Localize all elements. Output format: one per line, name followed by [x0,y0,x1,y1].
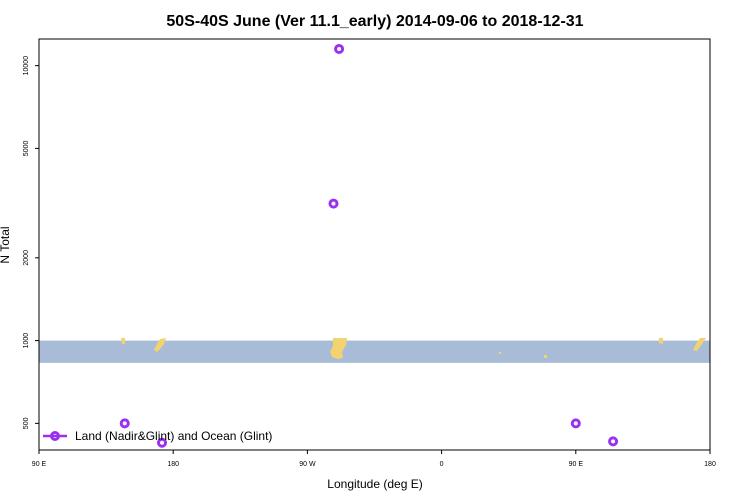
data-point [608,436,619,447]
chart-title: 50S-40S June (Ver 11.1_early) 2014-09-06… [166,13,583,30]
y-axis: 500 1000 2000 5000 10000 [23,56,39,429]
land-patch [544,355,547,358]
land-patch [154,338,166,352]
land-patch [121,338,125,344]
x-tick-label: 0 [440,461,444,468]
land-patch [659,338,663,344]
y-tick-label: 10000 [23,56,30,76]
x-tick-label: 180 [704,461,716,468]
land-patches [121,338,706,359]
x-tick-label: 90 W [299,461,316,468]
data-point [334,43,345,54]
plot-frame [38,38,711,451]
x-axis: 90 E 180 90 W 0 90 E 180 [32,450,716,468]
x-tick-label: 90 E [32,461,47,468]
land-patch [499,352,501,354]
y-tick-label: 1000 [23,333,30,349]
legend-marker [50,431,60,441]
data-point [328,198,339,209]
x-tick-label: 90 E [569,461,584,468]
data-points [119,43,619,448]
ocean-band [39,340,710,363]
land-patch [693,338,706,351]
data-point [119,418,130,429]
x-axis-label: Longitude (deg E) [327,477,422,491]
x-tick-label: 180 [167,461,179,468]
data-point [570,418,581,429]
legend-label: Land (Nadir&Glint) and Ocean (Glint) [75,429,272,443]
y-tick-label: 2000 [23,250,30,266]
plot-area [38,38,711,451]
data-point [157,437,168,448]
legend: Land (Nadir&Glint) and Ocean (Glint) [43,429,272,443]
y-axis-label: N Total [0,226,12,263]
y-tick-label: 500 [23,417,30,429]
land-patch [330,338,347,359]
y-tick-label: 5000 [23,141,30,157]
